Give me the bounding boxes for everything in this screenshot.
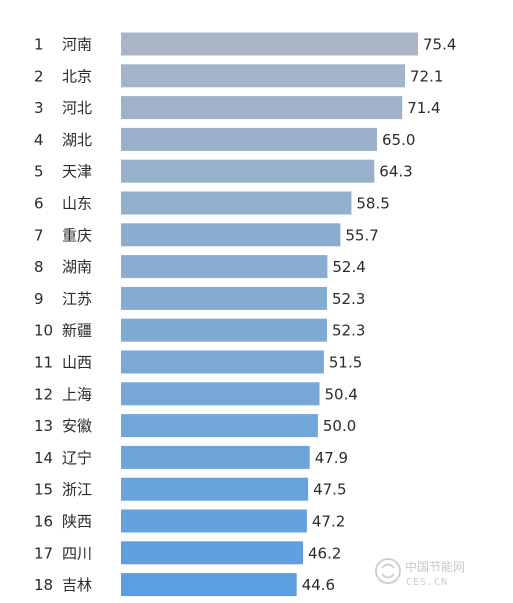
category-label: 安徽	[62, 417, 92, 435]
value-label: 58.5	[356, 195, 389, 213]
watermark-text: 中国节能网	[405, 559, 465, 574]
bar-row: 14 辽宁 47.9	[34, 445, 348, 469]
bar	[121, 96, 403, 120]
bar	[121, 255, 328, 279]
rank-label: 2	[34, 67, 44, 85]
bar-row: 18 吉林 44.6	[34, 573, 335, 597]
category-label: 湖南	[62, 258, 92, 276]
rank-label: 4	[34, 131, 44, 149]
bar-row: 9 江苏 52.3	[34, 286, 365, 310]
category-label: 吉林	[62, 576, 92, 594]
bar	[121, 541, 303, 565]
value-label: 50.0	[323, 417, 356, 435]
bar-row: 1 河南 75.4	[34, 32, 456, 56]
bar-row: 6 山东 58.5	[34, 191, 390, 215]
rank-label: 5	[34, 163, 44, 181]
rank-label: 18	[34, 576, 53, 594]
chart-rows: 1 河南 75.4 2 北京 72.1 3 河北 71.4 4 湖北 65.0 5 天津 64.3 6 山东 58…	[34, 32, 456, 597]
value-label: 52.4	[332, 258, 365, 276]
watermark-subtext: CES.CN	[406, 577, 448, 588]
category-label: 山西	[62, 354, 92, 372]
rank-label: 11	[34, 354, 53, 372]
bar-row: 7 重庆 55.7	[34, 223, 379, 247]
value-label: 65.0	[382, 131, 415, 149]
value-label: 71.4	[407, 99, 440, 117]
rank-label: 17	[34, 544, 53, 562]
bar	[121, 509, 307, 533]
bar	[121, 32, 418, 56]
value-label: 47.5	[313, 481, 346, 499]
category-label: 浙江	[62, 481, 92, 499]
category-label: 四川	[62, 544, 92, 562]
value-label: 47.9	[315, 449, 348, 467]
rank-label: 15	[34, 481, 53, 499]
bar	[121, 318, 327, 342]
value-label: 44.6	[302, 576, 335, 594]
bar-row: 15 浙江 47.5	[34, 477, 347, 501]
value-label: 75.4	[423, 36, 456, 54]
value-label: 72.1	[410, 67, 443, 85]
category-label: 湖北	[62, 131, 92, 149]
category-label: 辽宁	[62, 449, 92, 467]
bar-row: 5 天津 64.3	[34, 159, 413, 183]
rank-label: 8	[34, 258, 44, 276]
value-label: 52.3	[332, 290, 365, 308]
bar	[121, 159, 375, 183]
value-label: 55.7	[345, 226, 378, 244]
category-label: 上海	[62, 385, 92, 403]
value-label: 50.4	[325, 385, 358, 403]
rank-label: 12	[34, 385, 53, 403]
bar	[121, 445, 310, 469]
bar-row: 11 山西 51.5	[34, 350, 362, 374]
bar-row: 4 湖北 65.0	[34, 127, 415, 151]
rank-label: 10	[34, 322, 53, 340]
bar	[121, 223, 341, 247]
bar	[121, 350, 324, 374]
bar	[121, 286, 327, 310]
value-label: 51.5	[329, 354, 362, 372]
bar	[121, 414, 318, 438]
logo-icon	[375, 558, 401, 584]
rank-label: 7	[34, 226, 44, 244]
rank-label: 1	[34, 36, 44, 54]
category-label: 江苏	[62, 290, 92, 308]
rank-label: 3	[34, 99, 44, 117]
category-label: 天津	[62, 163, 92, 181]
category-label: 河南	[62, 36, 92, 54]
bar-row: 12 上海 50.4	[34, 382, 358, 406]
bar-row: 8 湖南 52.4	[34, 255, 366, 279]
value-label: 46.2	[308, 544, 341, 562]
category-label: 河北	[62, 99, 92, 117]
bar-row: 17 四川 46.2	[34, 541, 341, 565]
rank-label: 6	[34, 195, 44, 213]
bar-row: 10 新疆 52.3	[34, 318, 365, 342]
bar-row: 2 北京 72.1	[34, 64, 443, 88]
value-label: 64.3	[379, 163, 412, 181]
category-label: 新疆	[62, 322, 92, 340]
rank-label: 13	[34, 417, 53, 435]
rank-label: 16	[34, 513, 53, 531]
rank-label: 9	[34, 290, 44, 308]
bar-row: 13 安徽 50.0	[34, 414, 356, 438]
bar	[121, 191, 352, 215]
category-label: 陕西	[62, 513, 92, 531]
category-label: 重庆	[62, 226, 92, 244]
bar	[121, 573, 297, 597]
category-label: 北京	[62, 67, 92, 85]
bar	[121, 382, 320, 406]
watermark: 中国节能网 CES.CN	[375, 558, 465, 588]
bar-row: 16 陕西 47.2	[34, 509, 345, 533]
value-label: 47.2	[312, 513, 345, 531]
bar	[121, 64, 405, 88]
value-label: 52.3	[332, 322, 365, 340]
rank-label: 14	[34, 449, 53, 467]
bar	[121, 477, 309, 501]
bar	[121, 127, 377, 151]
bar-row: 3 河北 71.4	[34, 96, 441, 120]
category-label: 山东	[62, 195, 92, 213]
